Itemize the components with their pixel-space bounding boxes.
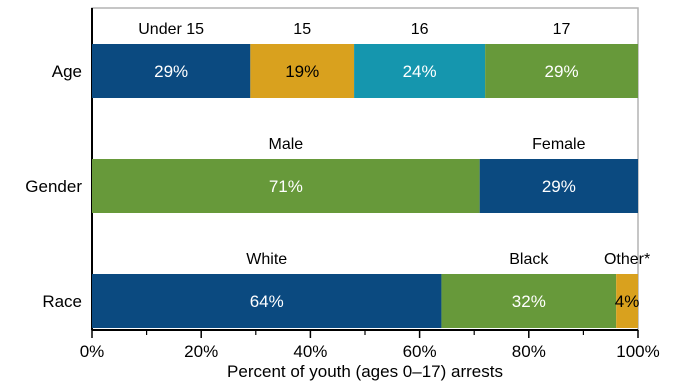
bar-segment-age-17 [485,44,638,98]
category-label-age: Age [52,62,82,81]
segment-name-race-other: Other* [604,251,650,268]
bar-segment-age-under-15 [92,44,251,98]
x-tick-label: 20% [184,342,218,361]
bar-segment-gender-female [479,159,638,213]
data-label-race-white: 64% [250,292,284,311]
x-tick-label: 60% [403,342,437,361]
category-label-gender: Gender [25,177,82,196]
bar-segment-race-white [92,274,442,328]
category-label-race: Race [42,292,82,311]
bar-segment-age-16 [354,44,486,98]
x-tick-label: 100% [616,342,659,361]
data-label-age-16: 24% [403,62,437,81]
data-label-age-17: 29% [545,62,579,81]
data-label-gender-female: 29% [542,177,576,196]
bar-segment-race-black [441,274,617,328]
data-label-gender-male: 71% [269,177,303,196]
data-label-race-other: 4% [615,292,640,311]
bar-segment-race-other [616,274,638,328]
bar-segment-age-15 [250,44,355,98]
segment-name-age-under-15: Under 15 [138,21,204,38]
data-label-age-under-15: 29% [154,62,188,81]
segment-name-race-white: White [246,251,287,268]
segment-name-age-17: 17 [553,21,571,38]
x-tick-label: 0% [80,342,105,361]
bar-segment-gender-male [92,159,480,213]
segment-name-age-15: 15 [293,21,311,38]
x-tick-label: 40% [293,342,327,361]
x-tick-label: 80% [512,342,546,361]
segment-name-race-black: Black [509,251,549,268]
x-axis-label: Percent of youth (ages 0–17) arrests [227,362,503,381]
segment-name-gender-female: Female [532,136,585,153]
segment-name-gender-male: Male [268,136,303,153]
data-label-age-15: 19% [285,62,319,81]
segment-name-age-16: 16 [411,21,429,38]
data-label-race-black: 32% [512,292,546,311]
